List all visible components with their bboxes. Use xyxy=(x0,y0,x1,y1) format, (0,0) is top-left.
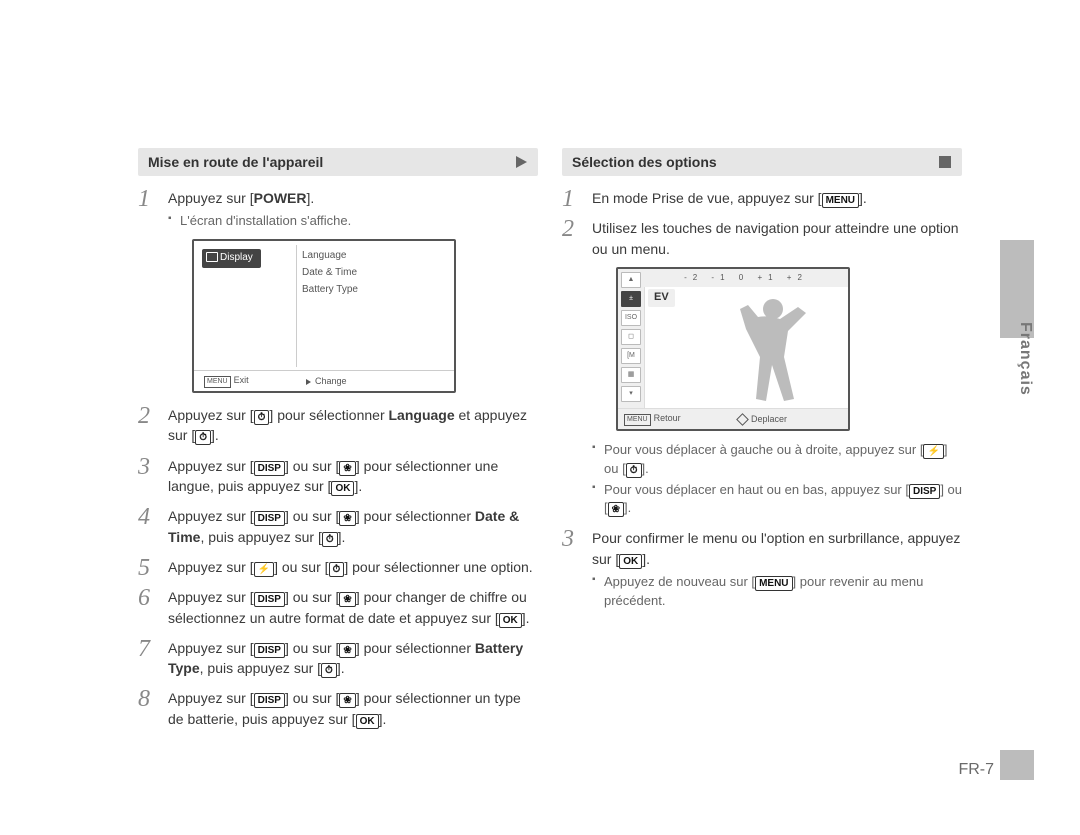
ok-button: OK xyxy=(356,714,379,729)
silhouette-icon xyxy=(688,287,828,407)
menu-item: Date & Time xyxy=(302,264,358,281)
step-text: Appuyez sur [⏱] pour sélectionner Langua… xyxy=(168,407,527,443)
camera-screen-setup: Display Language Date & Time Battery Typ… xyxy=(192,239,456,393)
step-8: 8 Appuyez sur [DISP] ou sur [❀] pour sél… xyxy=(138,688,538,729)
ok-button: OK xyxy=(331,481,354,496)
disp-button: DISP xyxy=(254,461,285,476)
timer-icon: ⏱ xyxy=(322,532,338,547)
step-2: 2 Appuyez sur [⏱] pour sélectionner Lang… xyxy=(138,405,538,446)
step-text: Appuyez sur [⚡] ou sur [⏱] pour sélectio… xyxy=(168,559,533,575)
sub-item: L'écran d'installation s'affiche. xyxy=(168,212,538,231)
flash-icon: ⚡ xyxy=(923,444,943,459)
flower-icon: ❀ xyxy=(339,592,355,607)
flash-icon: ⚡ xyxy=(254,562,274,577)
flower-icon: ❀ xyxy=(339,643,355,658)
ev-label: EV xyxy=(648,289,675,307)
menu-button: MENU xyxy=(822,193,859,208)
right-section-header: Sélection des options xyxy=(562,148,962,176)
ok-button: OK xyxy=(619,554,642,569)
flower-icon: ❀ xyxy=(608,502,624,517)
timer-icon: ⏱ xyxy=(254,410,270,425)
language-tab: Français xyxy=(1000,240,1034,780)
right-header-text: Sélection des options xyxy=(572,154,717,170)
step-1: 1 En mode Prise de vue, appuyez sur [MEN… xyxy=(562,188,962,208)
timer-icon: ⏱ xyxy=(321,663,337,678)
disp-button: DISP xyxy=(254,643,285,658)
play-icon xyxy=(514,155,528,169)
timer-icon: ⏱ xyxy=(626,463,642,478)
step-text: Appuyez sur [DISP] ou sur [❀] pour sélec… xyxy=(168,640,523,676)
flower-icon: ❀ xyxy=(339,693,355,708)
disp-button: DISP xyxy=(254,592,285,607)
timer-icon: ⏱ xyxy=(329,562,345,577)
step-3: 3 Pour confirmer le menu ou l'option en … xyxy=(562,528,962,610)
footer-back: MENURetour xyxy=(624,412,681,426)
step-7: 7 Appuyez sur [DISP] ou sur [❀] pour sél… xyxy=(138,638,538,679)
language-label: Français xyxy=(1000,322,1034,396)
sub-item: Pour vous déplacer en haut ou en bas, ap… xyxy=(592,481,962,519)
step-1: 1 Appuyez sur [POWER]. L'écran d'install… xyxy=(138,188,538,393)
step-text: Appuyez sur [DISP] ou sur [❀] pour sélec… xyxy=(168,690,521,726)
manual-page: Mise en route de l'appareil 1 Appuyez su… xyxy=(0,0,1080,835)
step-text: Appuyez sur [DISP] ou sur [❀] pour sélec… xyxy=(168,458,498,494)
menu-item: Battery Type xyxy=(302,281,358,298)
right-steps: 1 En mode Prise de vue, appuyez sur [MEN… xyxy=(562,188,962,611)
step-6: 6 Appuyez sur [DISP] ou sur [❀] pour cha… xyxy=(138,587,538,628)
footer-change: Change xyxy=(306,375,347,388)
menu-item: Language xyxy=(302,247,358,264)
step-text: Pour confirmer le menu ou l'option en su… xyxy=(592,530,960,566)
stop-icon xyxy=(938,155,952,169)
step-2: 2 Utilisez les touches de navigation pou… xyxy=(562,218,962,518)
icon-column: ▲ ± ISO ◻ [M ▦ ▾ xyxy=(618,269,645,409)
menu-button: MENU xyxy=(755,576,792,591)
step-5: 5 Appuyez sur [⚡] ou sur [⏱] pour sélect… xyxy=(138,557,538,577)
flower-icon: ❀ xyxy=(339,511,355,526)
step-text: En mode Prise de vue, appuyez sur [MENU]… xyxy=(592,190,867,206)
step-3: 3 Appuyez sur [DISP] ou sur [❀] pour sél… xyxy=(138,456,538,497)
ev-scale: -2 -1 0 +1 +2 xyxy=(644,269,848,287)
flower-icon: ❀ xyxy=(339,461,355,476)
left-header-text: Mise en route de l'appareil xyxy=(148,154,323,170)
left-steps: 1 Appuyez sur [POWER]. L'écran d'install… xyxy=(138,188,538,729)
setup-menu: Language Date & Time Battery Type xyxy=(302,247,358,298)
ok-button: OK xyxy=(499,613,522,628)
disp-button: DISP xyxy=(254,511,285,526)
footer-move: Deplacer xyxy=(738,413,787,426)
left-column: Mise en route de l'appareil 1 Appuyez su… xyxy=(138,148,538,739)
display-tab: Display xyxy=(202,249,261,268)
camera-screen-ev: ▲ ± ISO ◻ [M ▦ ▾ -2 -1 0 +1 +2 EV xyxy=(616,267,850,431)
step-text: Appuyez sur [POWER]. xyxy=(168,190,314,206)
step-text: Utilisez les touches de navigation pour … xyxy=(592,220,959,256)
step-text: Appuyez sur [DISP] ou sur [❀] pour sélec… xyxy=(168,508,519,544)
left-section-header: Mise en route de l'appareil xyxy=(138,148,538,176)
footer-exit: MENUExit xyxy=(204,374,249,388)
disp-button: DISP xyxy=(254,693,285,708)
timer-icon: ⏱ xyxy=(195,430,211,445)
step-4: 4 Appuyez sur [DISP] ou sur [❀] pour sél… xyxy=(138,506,538,547)
disp-button: DISP xyxy=(909,484,940,499)
sub-item: Appuyez de nouveau sur [MENU] pour reven… xyxy=(592,573,962,611)
right-column: Sélection des options 1 En mode Prise de… xyxy=(562,148,962,621)
sub-item: Pour vous déplacer à gauche ou à droite,… xyxy=(592,441,962,479)
step-text: Appuyez sur [DISP] ou sur [❀] pour chang… xyxy=(168,589,530,625)
page-number: FR-7 xyxy=(958,761,994,779)
